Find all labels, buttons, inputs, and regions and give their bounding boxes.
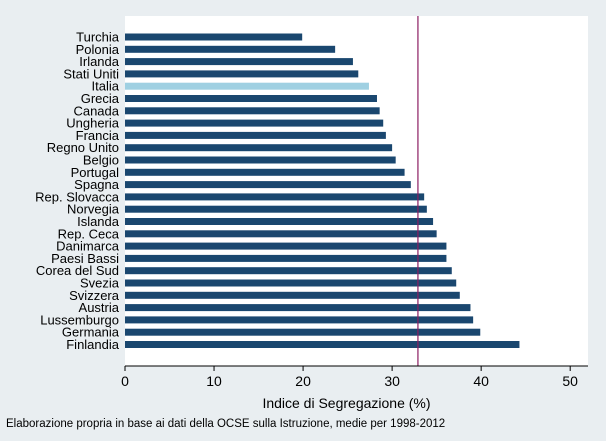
category-label: Regno Unito	[47, 140, 119, 155]
category-label: Islanda	[77, 214, 120, 229]
bar	[125, 279, 457, 287]
category-label: Turchia	[76, 30, 120, 45]
x-tick-label: 20	[295, 373, 311, 389]
category-label: Svizzera	[69, 288, 120, 303]
category-label: Lussemburgo	[40, 312, 119, 327]
category-label: Portugal	[71, 165, 120, 180]
category-label: Norvegia	[67, 202, 120, 217]
bar	[125, 254, 447, 262]
x-tick-label: 50	[562, 373, 578, 389]
x-tick-label: 0	[121, 373, 129, 389]
category-label: Irlanda	[79, 54, 120, 69]
category-label: Paesi Bassi	[51, 251, 119, 266]
category-label: Corea del Sud	[36, 263, 119, 278]
bar	[125, 205, 427, 213]
bar	[125, 304, 471, 312]
bar	[125, 316, 474, 324]
category-label: Canada	[73, 103, 119, 118]
bar	[125, 168, 405, 176]
category-label: Svezia	[80, 276, 120, 291]
category-label: Austria	[79, 300, 120, 315]
bar	[125, 230, 437, 238]
bar	[125, 328, 481, 336]
bar	[125, 107, 380, 115]
bar	[125, 291, 460, 299]
category-label: Rep. Slovacca	[35, 189, 120, 204]
x-tick-label: 40	[473, 373, 489, 389]
bar	[125, 267, 452, 275]
bar	[125, 95, 377, 102]
category-label: Grecia	[81, 91, 120, 106]
bar	[125, 156, 396, 164]
bar	[125, 70, 359, 78]
category-label: Ungheria	[66, 116, 120, 131]
x-tick-label: 30	[384, 373, 400, 389]
bar	[125, 218, 434, 225]
bar	[125, 119, 384, 127]
category-label: Germania	[62, 325, 120, 340]
x-axis-title: Indice di Segregazione (%)	[262, 395, 430, 411]
bar	[125, 131, 386, 139]
bar	[125, 193, 425, 201]
category-label: Italia	[92, 79, 120, 94]
bar	[125, 181, 411, 189]
bar	[125, 82, 369, 90]
category-label: Spagna	[74, 177, 120, 192]
category-label: Polonia	[76, 42, 120, 57]
category-label: Rep. Ceca	[58, 226, 120, 241]
category-label: Stati Uniti	[63, 66, 119, 81]
bar	[125, 144, 393, 152]
category-label: Belgio	[83, 153, 119, 168]
bar	[125, 58, 353, 66]
bar	[125, 341, 520, 348]
category-label: Francia	[76, 128, 120, 143]
category-label: Danimarca	[56, 239, 120, 254]
category-label: Finlandia	[66, 337, 120, 352]
bar	[125, 242, 447, 250]
x-tick-label: 10	[206, 373, 222, 389]
plot-area	[125, 16, 588, 366]
bar	[125, 33, 303, 41]
source-note: Elaborazione propria in base ai dati del…	[6, 418, 446, 430]
x-axis: 0 10 20 30 40 50	[121, 365, 588, 389]
bar-group	[125, 33, 520, 348]
bar	[125, 45, 336, 53]
